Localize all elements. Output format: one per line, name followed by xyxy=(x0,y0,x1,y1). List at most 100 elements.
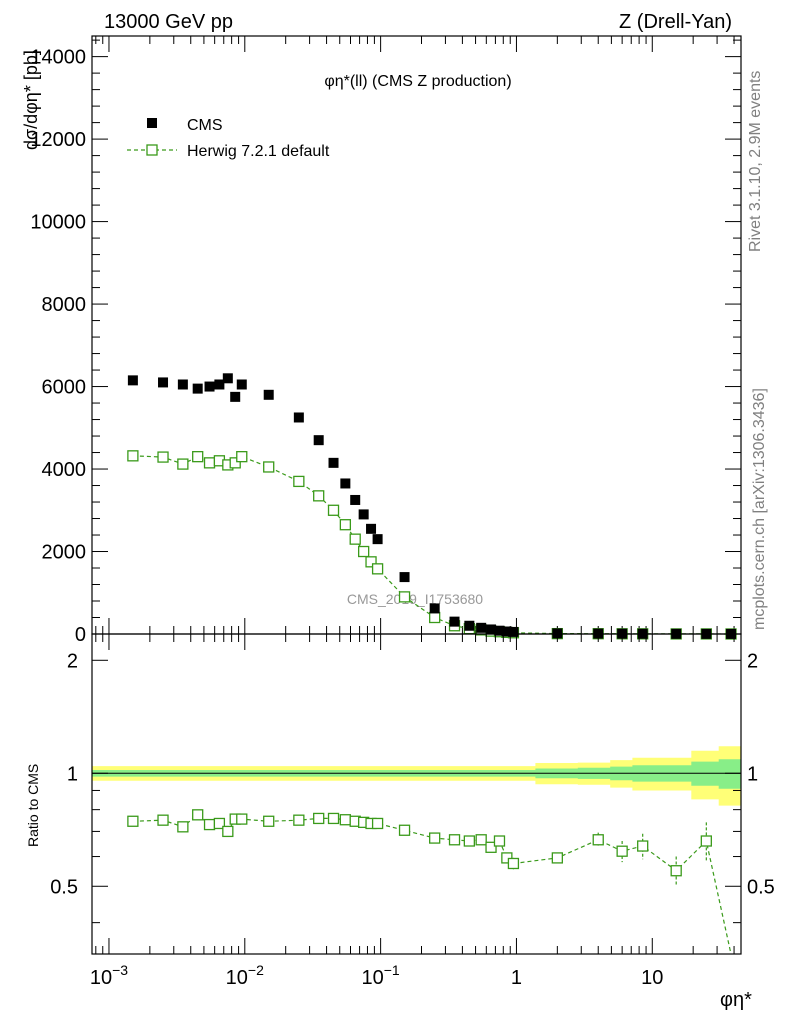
ratio-point xyxy=(670,865,682,877)
herwig-point xyxy=(339,519,352,531)
cms-point xyxy=(263,389,274,400)
ratio-point xyxy=(507,857,520,870)
ratio-frame xyxy=(91,633,742,955)
main-y-tick-label: 10000 xyxy=(30,212,86,234)
main-y-tick-label: 2000 xyxy=(42,542,87,564)
herwig-point xyxy=(398,591,411,603)
ratio-series xyxy=(127,809,732,955)
x-axis-label: φη* xyxy=(720,989,752,1011)
herwig-point xyxy=(313,490,325,502)
main-y-tick-label: 14000 xyxy=(30,47,86,69)
cms-point xyxy=(399,572,410,583)
ratio-point xyxy=(371,817,384,830)
cms-point xyxy=(366,523,377,534)
main-ylabel: dσ/dφη* [pb] xyxy=(21,50,41,150)
ratio-point xyxy=(203,818,216,831)
cms-point xyxy=(236,379,247,390)
cms-point xyxy=(552,628,563,639)
cms-point xyxy=(449,616,460,627)
ratio-point xyxy=(448,834,461,846)
cms-point xyxy=(508,626,519,637)
ratio-y-tick-label-right: 1 xyxy=(747,763,758,785)
x-tick-label: 1 xyxy=(511,967,522,989)
ratio-point xyxy=(213,817,226,830)
cms-point xyxy=(486,624,497,635)
cms-point xyxy=(340,478,351,489)
ratio-point xyxy=(313,812,325,825)
herwig-point xyxy=(365,556,377,568)
ratio-point xyxy=(327,812,340,825)
x-tick-label: 10 xyxy=(641,967,663,989)
main-y-tick-labels: 0 2000 4000 6000 8000 10000 12000 14000 xyxy=(30,47,86,646)
main-panel: 0 2000 4000 6000 8000 10000 12000 14000 CMS_201… xyxy=(21,35,742,646)
main-y-ticks xyxy=(92,39,741,635)
herwig-point xyxy=(349,533,361,545)
cms-point xyxy=(494,625,505,636)
legend-label-herwig: Herwig 7.2.1 default xyxy=(187,143,330,160)
legend: CMS Herwig 7.2.1 default xyxy=(127,117,330,160)
cms-point xyxy=(328,457,339,468)
legend-marker-herwig xyxy=(146,144,158,156)
ratio-y-ticks: 0.5 0.5 1 1 2 2 xyxy=(50,650,775,924)
ratio-point xyxy=(637,840,649,852)
main-y-tick-label: 8000 xyxy=(42,294,87,316)
cms-point xyxy=(501,626,512,637)
main-y-tick-label: 12000 xyxy=(30,129,86,151)
herwig-point xyxy=(327,504,340,516)
herwig-point xyxy=(177,458,189,470)
ratio-inner-band xyxy=(92,759,741,789)
ratio-point xyxy=(192,809,204,821)
ratio-band xyxy=(92,746,741,806)
header-right: Z (Drell-Yan) xyxy=(619,11,732,33)
herwig-point xyxy=(358,545,370,558)
ratio-point xyxy=(157,814,169,826)
ratio-y-tick-label: 0.5 xyxy=(50,876,78,898)
cms-point xyxy=(293,412,304,423)
cms-point xyxy=(429,603,440,614)
rivet-label: Rivet 3.1.10, 2.9M events xyxy=(747,71,764,252)
ratio-point xyxy=(339,814,352,826)
legend-label-cms: CMS xyxy=(187,117,223,134)
header-left: 13000 GeV pp xyxy=(104,11,233,33)
cms-point xyxy=(127,375,138,386)
herwig-point xyxy=(293,475,305,488)
ratio-point xyxy=(551,852,563,864)
main-title: φη*(ll) (CMS Z production) xyxy=(324,73,511,90)
cms-point xyxy=(230,391,241,402)
ratio-point xyxy=(398,824,411,836)
ratio-point xyxy=(127,815,139,827)
ratio-point xyxy=(485,841,497,853)
ratio-y-tick-label: 1 xyxy=(67,763,78,785)
cms-point xyxy=(222,373,233,384)
herwig-point xyxy=(371,563,384,575)
ratio-y-tick-label: 2 xyxy=(67,650,78,672)
main-y-tick-label: 6000 xyxy=(42,377,87,399)
ratio-ylabel: Ratio to CMS xyxy=(25,764,41,847)
cms-point xyxy=(214,379,225,390)
ratio-point xyxy=(263,815,275,827)
x-tick-label: 10−2 xyxy=(226,962,264,989)
cms-point xyxy=(313,435,324,446)
ratio-point xyxy=(475,834,487,846)
cms-point xyxy=(192,383,203,394)
ratio-point xyxy=(177,821,189,833)
x-tick-label: 10−1 xyxy=(362,962,400,989)
ratio-point xyxy=(616,845,628,857)
ratio-point xyxy=(236,813,248,825)
ratio-point xyxy=(293,814,305,826)
legend-marker-cms xyxy=(147,118,157,128)
herwig-point xyxy=(429,611,441,624)
ratio-point xyxy=(463,835,475,847)
main-y-tick-label: 4000 xyxy=(42,459,87,481)
ratio-point xyxy=(592,834,604,846)
cms-point xyxy=(158,377,169,388)
main-y-tick-label: 0 xyxy=(75,624,86,646)
cms-point xyxy=(358,509,369,520)
ratio-point xyxy=(429,832,441,844)
ratio-x-ticks: 10−3 10−2 10−1 1 10 xyxy=(90,634,735,989)
herwig-point xyxy=(192,451,204,463)
cms-point xyxy=(350,494,361,505)
watermark: CMS_2019_I1753680 xyxy=(347,591,483,607)
cms-point xyxy=(177,379,188,390)
